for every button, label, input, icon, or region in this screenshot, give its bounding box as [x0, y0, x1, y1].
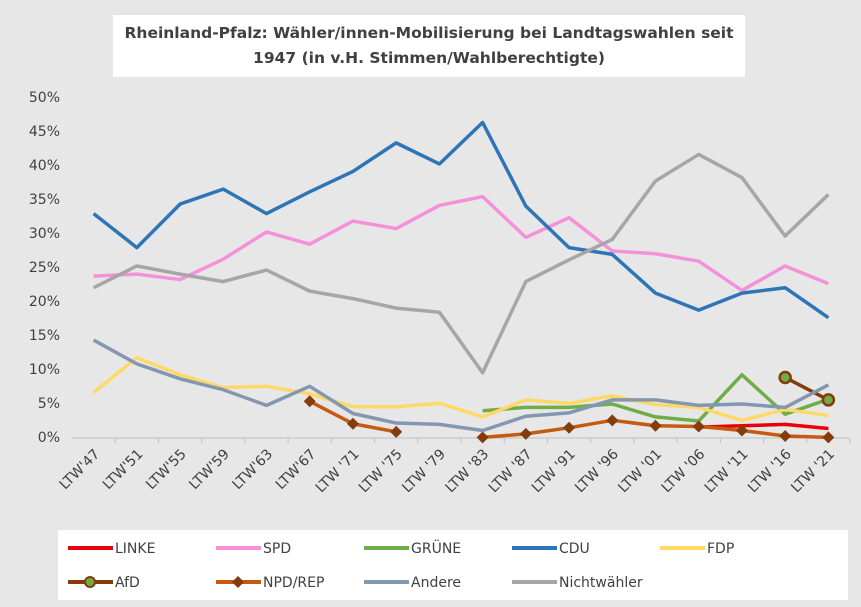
legend-label: Nichtwähler	[559, 575, 643, 591]
y-tick-label: 45%	[29, 124, 60, 140]
marker	[606, 414, 619, 427]
x-tick-label: LTW '21	[788, 446, 838, 496]
x-tick-label: LTW '96	[572, 446, 622, 496]
series-line	[92, 356, 829, 423]
marker	[778, 370, 792, 385]
marker	[822, 431, 835, 444]
legend-label: CDU	[559, 541, 590, 557]
x-tick-label: LTW'51	[100, 446, 147, 493]
marker	[779, 429, 792, 442]
x-tick-label: LTW'59	[186, 446, 233, 493]
y-tick-label: 20%	[29, 294, 60, 310]
x-tick-label: LTW '71	[313, 446, 363, 496]
legend-label: LINKE	[115, 541, 155, 557]
y-tick-label: 50%	[29, 90, 60, 106]
marker	[821, 393, 836, 407]
marker	[519, 427, 532, 440]
x-tick-label: LTW'55	[143, 446, 190, 493]
x-tick-label: LTW '79	[399, 446, 449, 496]
x-tick-label: LTW '83	[442, 446, 492, 496]
legend-label: GRÜNE	[411, 539, 461, 557]
series-line	[93, 194, 830, 293]
x-tick-label: LTW'47	[57, 446, 104, 493]
y-tick-label: 0%	[38, 430, 60, 446]
series-line	[92, 120, 830, 320]
legend-label: NPD/REP	[263, 575, 324, 591]
marker	[346, 417, 359, 430]
series-line	[92, 338, 830, 433]
x-tick-label: LTW '01	[615, 446, 665, 496]
y-tick-label: 35%	[29, 192, 60, 208]
x-tick-label: LTW '11	[702, 446, 752, 496]
series-line	[92, 152, 830, 375]
legend-marker	[232, 576, 244, 588]
series-line	[784, 375, 830, 402]
legend-box	[58, 530, 848, 600]
legend-label: FDP	[707, 541, 734, 557]
legend-label: Andere	[411, 575, 461, 591]
chart-title: Rheinland-Pfalz: Wähler/innen-Mobilisier…	[113, 15, 745, 77]
marker	[649, 419, 662, 432]
series-line	[482, 373, 829, 423]
x-tick-label: LTW '87	[486, 446, 536, 496]
marker	[476, 431, 489, 444]
series-line	[698, 422, 829, 431]
legend-label: SPD	[263, 541, 291, 557]
y-tick-label: 25%	[29, 260, 60, 276]
y-tick-label: 30%	[29, 226, 60, 242]
x-tick-label: LTW '16	[745, 446, 795, 496]
legend-marker	[84, 576, 96, 588]
marker	[563, 421, 576, 434]
marker	[735, 424, 748, 437]
y-tick-label: 5%	[38, 396, 60, 412]
marker	[390, 425, 403, 438]
x-tick-label: LTW'63	[230, 446, 277, 493]
x-tick-label: LTW '75	[356, 446, 406, 496]
y-tick-label: 10%	[29, 362, 60, 378]
marker	[303, 395, 316, 408]
x-tick-label: LTW '06	[659, 446, 709, 496]
legend-label: AfD	[115, 575, 140, 591]
y-tick-label: 40%	[29, 158, 60, 174]
x-tick-label: LTW'67	[273, 446, 320, 493]
marker	[692, 420, 705, 433]
y-tick-label: 15%	[29, 328, 60, 344]
x-tick-label: LTW '91	[529, 446, 579, 496]
